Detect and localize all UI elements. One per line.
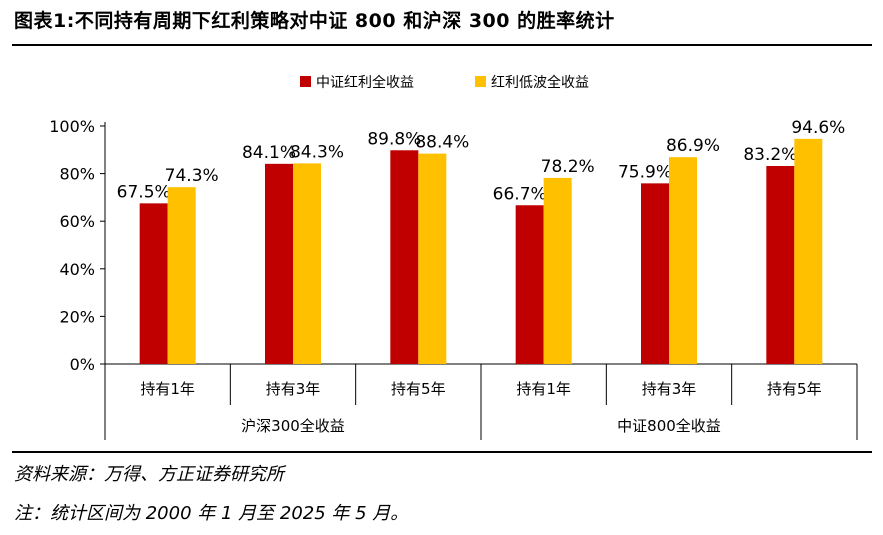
y-tick-label: 0% [70, 355, 95, 374]
bar-2 [293, 163, 321, 364]
x-tick-label: 持有5年 [391, 380, 446, 398]
x-tick-label: 持有1年 [516, 380, 571, 398]
bar-1 [766, 165, 795, 364]
source-note: 资料来源：万得、方正证券研究所 [14, 464, 284, 485]
y-tick-label: 20% [59, 307, 95, 326]
data-label: 67.5% [117, 182, 171, 202]
x-tick-label: 持有5年 [767, 380, 822, 398]
bar-2 [543, 177, 572, 364]
x-tick-label: 持有3年 [642, 380, 697, 398]
legend-label-2: 红利低波全收益 [491, 74, 589, 91]
data-label: 83.2% [743, 145, 797, 165]
legend-swatch-1 [300, 76, 311, 87]
bar-1 [139, 203, 168, 364]
bar-1 [390, 150, 419, 364]
data-label: 84.3% [290, 142, 344, 162]
bar-2 [167, 187, 196, 364]
group-label: 中证800全收益 [617, 417, 721, 435]
data-label: 89.8% [367, 129, 421, 149]
x-tick-label: 持有1年 [140, 380, 195, 398]
y-tick-label: 80% [59, 165, 95, 184]
legend-swatch-2 [475, 76, 486, 87]
legend-label-1: 中证红利全收益 [316, 74, 414, 91]
title-rule [12, 44, 872, 46]
y-tick-label: 100% [49, 117, 95, 136]
bar-2 [794, 138, 823, 364]
source-rule [12, 451, 872, 453]
data-label: 78.2% [541, 157, 595, 177]
y-tick-label: 40% [59, 260, 95, 279]
data-label: 94.6% [791, 118, 845, 138]
y-tick-label: 60% [59, 212, 95, 231]
period-note: 注：统计区间为 2000 年 1 月至 2025 年 5 月。 [14, 503, 409, 524]
data-label: 75.9% [618, 162, 672, 182]
figure-title: 图表1:不同持有周期下红利策略对中证 800 和沪深 300 的胜率统计 [14, 10, 615, 32]
bar-1 [265, 163, 293, 364]
bar-2 [418, 153, 447, 364]
bar-2 [669, 157, 697, 364]
data-label: 84.1% [242, 143, 296, 163]
bar-1 [515, 205, 544, 364]
data-label: 88.4% [415, 133, 469, 153]
data-label: 66.7% [493, 184, 547, 204]
data-label: 74.3% [165, 166, 219, 186]
group-label: 沪深300全收益 [241, 417, 345, 435]
bar-1 [641, 183, 669, 364]
x-tick-label: 持有3年 [266, 380, 321, 398]
data-label: 86.9% [666, 136, 720, 156]
